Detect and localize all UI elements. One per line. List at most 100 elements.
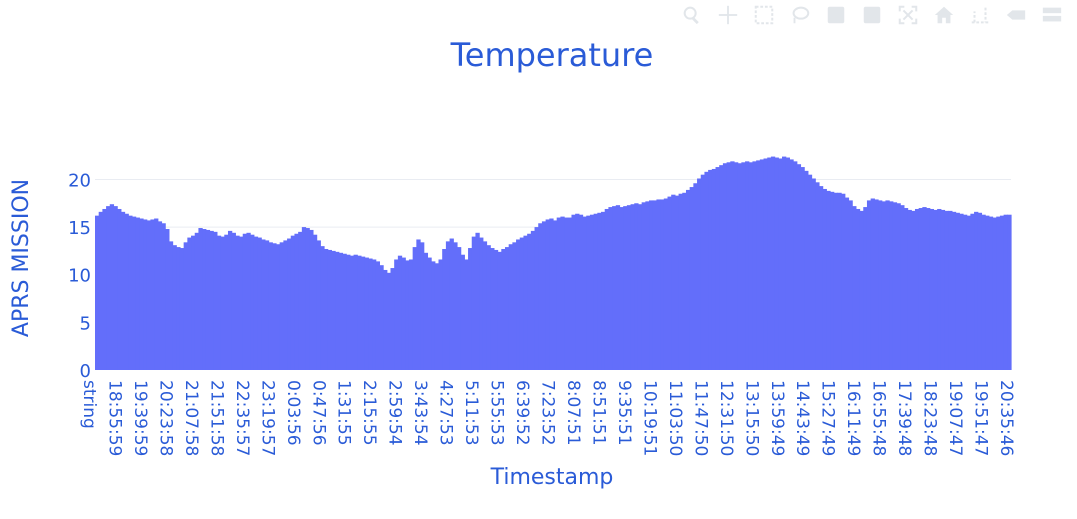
x-tick-label: 5:11:53 — [461, 380, 481, 446]
temperature-bar — [438, 259, 443, 370]
temperature-bar — [294, 233, 299, 370]
temperature-bar — [394, 259, 399, 370]
temperature-bar — [582, 216, 587, 370]
x-tick-label: 8:51:51 — [588, 380, 608, 446]
temperature-bar — [401, 257, 406, 370]
temperature-bar — [697, 178, 702, 370]
y-tick-label: 5 — [80, 313, 91, 334]
temperature-bar — [833, 192, 838, 370]
temperature-bar — [911, 210, 916, 370]
box-select-button[interactable] — [749, 2, 779, 28]
temperature-bar — [220, 236, 225, 370]
temperature-bar — [198, 228, 203, 370]
temperature-bar — [656, 199, 661, 370]
temperature-bar — [497, 251, 502, 370]
temperature-bar — [663, 198, 669, 370]
temperature-bar — [146, 220, 151, 370]
temperature-bar — [807, 174, 813, 370]
temperature-bar — [889, 201, 894, 370]
temperature-bar — [98, 211, 103, 370]
temperature-bar — [102, 208, 107, 370]
temperature-bar — [124, 213, 129, 370]
autoscale-button[interactable] — [893, 2, 923, 28]
temperature-bar — [844, 197, 850, 370]
reset-axes-button[interactable] — [929, 2, 959, 28]
temperature-bar — [383, 269, 388, 370]
x-tick-label: 18:55:59 — [105, 380, 125, 456]
temperature-bar — [752, 161, 757, 370]
temperature-bar — [135, 217, 140, 370]
temperature-bar — [900, 205, 905, 370]
hover-compare-button[interactable] — [1037, 2, 1067, 28]
x-tick-label: 12:31:50 — [716, 380, 736, 456]
zoom-out-button[interactable] — [857, 2, 887, 28]
x-tick-label: 10:19:51 — [639, 380, 659, 456]
temperature-bar — [748, 162, 754, 370]
temperature-bar — [268, 242, 273, 370]
temperature-bar — [301, 227, 307, 370]
x-axis-title: Timestamp — [490, 465, 614, 490]
temperature-bar — [689, 187, 694, 370]
x-tick-label: 22:35:57 — [232, 380, 252, 456]
temperature-bar — [527, 233, 532, 370]
temperature-bar — [508, 244, 513, 370]
temperature-bar — [719, 165, 724, 370]
temperature-bar — [759, 159, 765, 370]
temperature-bar — [227, 230, 233, 370]
x-tick-label: 2:15:55 — [359, 380, 379, 446]
x-tick-label: 6:39:52 — [512, 380, 532, 446]
zoom-in-button[interactable] — [821, 2, 851, 28]
temperature-bar — [202, 228, 207, 370]
x-tick-label: 2:59:54 — [385, 380, 405, 446]
hover-closest-icon — [1006, 10, 1026, 20]
temperature-bar — [985, 215, 990, 370]
temperature-bar — [730, 161, 735, 370]
temperature-bar — [128, 215, 133, 370]
temperature-bar — [213, 231, 218, 370]
temperature-bar — [885, 200, 890, 370]
temperature-bar — [878, 200, 883, 370]
temperature-bar — [120, 211, 126, 370]
pan-button[interactable] — [713, 2, 743, 28]
temperature-bar — [914, 208, 920, 370]
x-tick-labels: string 18:55:59 19:39:59 20:23:58 21:07:58 21… — [79, 380, 1016, 456]
temperature-bar — [420, 242, 425, 370]
temperature-bar — [501, 249, 506, 370]
x-tick-label: 16:55:48 — [869, 380, 889, 456]
temperature-bar — [456, 247, 462, 370]
temperature-bar — [841, 193, 846, 370]
temperature-bar — [593, 213, 598, 370]
spike-lines-icon — [971, 7, 989, 24]
temperature-bar — [970, 213, 975, 370]
spike-lines-button[interactable] — [965, 2, 995, 28]
x-tick-label: 17:39:48 — [894, 380, 914, 456]
temperature-bar — [996, 216, 1001, 370]
temperature-bar — [763, 158, 768, 370]
temperature-bar — [161, 223, 166, 370]
temperature-bar — [745, 161, 750, 370]
temperature-bar — [475, 232, 480, 370]
x-tick-label: 13:59:49 — [767, 380, 787, 456]
temperature-bar — [896, 203, 901, 370]
temperature-bar — [530, 230, 536, 370]
temperature-bar — [139, 218, 144, 370]
temperature-bar — [405, 260, 410, 370]
temperature-bar — [874, 199, 879, 370]
temperature-bar — [722, 163, 728, 370]
temperature-bar — [346, 254, 351, 370]
temperature-bar — [431, 261, 436, 370]
temperature-bar — [109, 204, 115, 370]
hover-closest-button[interactable] — [1001, 2, 1031, 28]
x-tick-label: 1:31:55 — [334, 380, 354, 446]
temperature-bar — [194, 232, 200, 370]
temperature-bar — [966, 215, 971, 370]
zoom-button[interactable] — [677, 2, 707, 28]
temperature-bar — [586, 215, 591, 370]
x-tick-label: 13:15:50 — [741, 380, 761, 456]
x-tick-label: 11:47:50 — [690, 380, 710, 456]
temperature-bar — [626, 205, 632, 370]
temperature-bar — [335, 251, 340, 370]
lasso-select-button[interactable] — [785, 2, 815, 28]
temperature-bar — [704, 171, 709, 370]
